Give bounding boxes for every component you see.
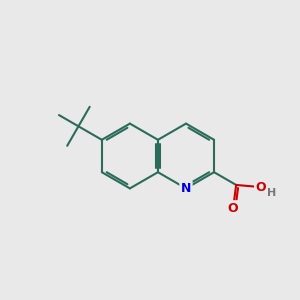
Text: O: O: [228, 202, 238, 215]
Text: O: O: [256, 181, 266, 194]
Text: N: N: [181, 182, 191, 195]
Text: H: H: [267, 188, 276, 198]
